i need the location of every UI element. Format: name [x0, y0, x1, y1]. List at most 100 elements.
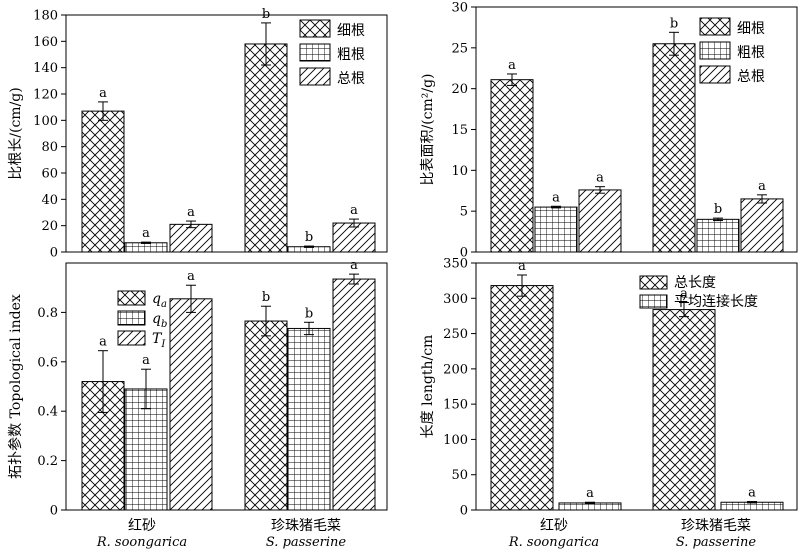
bar	[652, 309, 716, 511]
y-tick-label: 50	[451, 468, 468, 483]
bar	[332, 222, 376, 253]
category-latin-2-left: S. passerine	[266, 535, 347, 550]
significance-letter: a	[350, 203, 358, 218]
y-tick-label: 0.8	[37, 306, 58, 321]
bar	[244, 43, 288, 253]
legend-swatch	[117, 330, 146, 346]
panel-specific-root-length: 0 20 40 60 80 100 120 140 160 180 比根长/(cm/g) a b a b a a…	[8, 7, 388, 261]
category-label-2-right: 珍珠猪毛菜	[681, 518, 751, 534]
y-tick-label: 160	[33, 35, 58, 50]
significance-letter: a	[680, 287, 688, 302]
legend-label: TI	[152, 331, 166, 350]
legend-swatch	[639, 275, 668, 290]
y-tick-label: 80	[41, 140, 58, 155]
y-tick-label: 0.6	[37, 355, 58, 370]
legend-swatch	[299, 19, 331, 38]
y-tick-label: 0.4	[37, 405, 58, 420]
legend-swatch	[299, 67, 331, 86]
category-latin-1-right: R. soongarica	[508, 535, 599, 550]
significance-letter: a	[586, 486, 594, 501]
significance-letter: b	[714, 202, 722, 217]
y-axis-label: 比表面积/(cm²/g)	[420, 73, 436, 185]
significance-letter: a	[99, 86, 107, 101]
y-axis-label: 比根长/(cm/g)	[8, 87, 24, 179]
x-category-labels-right: 红砂 R. soongarica 珍珠猪毛菜 S. passerine	[508, 518, 757, 550]
significance-letter: b	[305, 230, 313, 245]
legend-label: 细根	[737, 21, 765, 37]
significance-letter: b	[262, 290, 270, 305]
legend-label: qb	[152, 311, 167, 330]
legend-swatch	[117, 310, 146, 326]
y-tick-label: 10	[451, 164, 468, 179]
significance-letter: a	[350, 258, 358, 273]
bar	[578, 189, 622, 253]
y-tick-label: 0	[460, 246, 468, 261]
category-label-1-right: 红砂	[540, 518, 568, 534]
y-tick-label: 20	[451, 82, 468, 97]
legend-label: 总根	[337, 71, 365, 87]
y-tick-label: 300	[443, 292, 468, 307]
category-latin-2-right: S. passerine	[676, 535, 757, 550]
y-tick-label: 350	[443, 257, 468, 272]
legend-label: 总长度	[674, 275, 716, 291]
significance-letter: b	[305, 306, 313, 321]
plot-frame	[65, 14, 388, 253]
bar	[287, 327, 331, 511]
y-tick-label: 0	[50, 504, 58, 519]
bar	[490, 285, 554, 511]
bar	[124, 242, 168, 253]
legend-swatch	[699, 65, 731, 84]
y-tick-label: 0	[460, 504, 468, 519]
legend-label: 粗根	[337, 47, 365, 63]
legend-swatch	[699, 41, 731, 60]
y-tick-label: 60	[41, 167, 58, 182]
significance-letter: b	[670, 16, 678, 31]
y-tick-label: 140	[33, 61, 58, 76]
legend-label: 平均连接长度	[674, 293, 758, 310]
bar	[169, 298, 213, 511]
bar	[652, 43, 696, 253]
y-tick-label: 100	[443, 433, 468, 448]
legend-swatch	[299, 43, 331, 62]
y-tick-label: 150	[443, 398, 468, 413]
legend-label: 粗根	[737, 45, 765, 61]
bar	[696, 218, 740, 253]
legend-label: 总根	[737, 69, 765, 85]
y-tick-label: 0	[50, 246, 58, 261]
significance-letter: a	[748, 486, 756, 501]
significance-letter: a	[142, 353, 150, 368]
legend-label: qa	[152, 291, 167, 310]
category-latin-1-left: R. soongarica	[96, 535, 187, 550]
y-tick-label: 20	[41, 219, 58, 234]
significance-letter: a	[758, 179, 766, 194]
plot-frame	[65, 262, 388, 511]
legend-swatch	[639, 294, 668, 309]
category-label-1-left: 红砂	[128, 518, 156, 534]
bar	[740, 198, 784, 253]
bar	[244, 320, 288, 511]
significance-letter: a	[518, 259, 526, 274]
legend-label: 细根	[337, 23, 365, 39]
y-tick-label: 15	[451, 123, 468, 138]
y-tick-label: 100	[33, 114, 58, 129]
y-tick-label: 200	[443, 362, 468, 377]
bar	[81, 110, 125, 253]
significance-letter: b	[262, 7, 270, 22]
y-tick-label: 25	[451, 41, 468, 56]
bar	[169, 223, 213, 253]
significance-letter: a	[187, 269, 195, 284]
panel-topological-index: 0 0.2 0.4 0.6 0.8 拓扑参数 Topological index a b a b a…	[7, 258, 388, 519]
y-tick-label: 40	[41, 193, 58, 208]
bar	[534, 206, 578, 253]
y-tick-label: 120	[33, 88, 58, 103]
y-tick-label: 180	[33, 9, 58, 24]
y-tick-label: 250	[443, 327, 468, 342]
y-tick-label: 5	[460, 205, 468, 220]
legend-swatch	[117, 290, 146, 306]
